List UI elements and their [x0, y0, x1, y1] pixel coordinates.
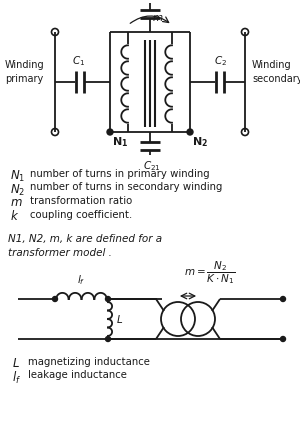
Circle shape [187, 129, 193, 135]
Text: $N_2$: $N_2$ [10, 182, 25, 198]
Circle shape [106, 296, 110, 301]
Text: Winding
primary: Winding primary [5, 60, 45, 84]
Text: $C_{21}$: $C_{21}$ [143, 159, 161, 173]
Circle shape [280, 296, 286, 301]
Text: number of turns in secondary winding: number of turns in secondary winding [30, 182, 222, 193]
Text: $C_{12}$: $C_{12}$ [143, 0, 161, 1]
Circle shape [107, 129, 113, 135]
Text: $L$: $L$ [116, 313, 123, 325]
Text: $m = \dfrac{N_2}{K \cdot N_1}$: $m = \dfrac{N_2}{K \cdot N_1}$ [184, 259, 236, 286]
Text: $k$: $k$ [10, 210, 19, 224]
Text: $m$: $m$ [10, 196, 22, 209]
Text: $C_1$: $C_1$ [72, 54, 86, 68]
Text: $L$: $L$ [12, 357, 20, 370]
Text: $\mathit{l_f}$: $\mathit{l_f}$ [77, 273, 86, 287]
Circle shape [106, 337, 110, 342]
Text: Winding
secondary: Winding secondary [252, 60, 300, 84]
Text: coupling coefficient.: coupling coefficient. [30, 210, 132, 219]
Text: $\mathit{l_f}$: $\mathit{l_f}$ [12, 370, 21, 386]
Text: transformation ratio: transformation ratio [30, 196, 132, 206]
Text: $N_1$: $N_1$ [10, 169, 25, 184]
Text: $C_2$: $C_2$ [214, 54, 227, 68]
Text: leakage inductance: leakage inductance [28, 370, 127, 380]
Circle shape [280, 337, 286, 342]
Text: magnetizing inductance: magnetizing inductance [28, 357, 150, 367]
Text: $\mathbf{N_2}$: $\mathbf{N_2}$ [192, 135, 208, 149]
Text: $m$: $m$ [152, 13, 164, 23]
Text: number of turns in primary winding: number of turns in primary winding [30, 169, 210, 179]
Circle shape [52, 296, 58, 301]
Text: N1, N2, m, k are defined for a
transformer model .: N1, N2, m, k are defined for a transform… [8, 234, 162, 258]
Text: $\mathbf{N_1}$: $\mathbf{N_1}$ [112, 135, 128, 149]
